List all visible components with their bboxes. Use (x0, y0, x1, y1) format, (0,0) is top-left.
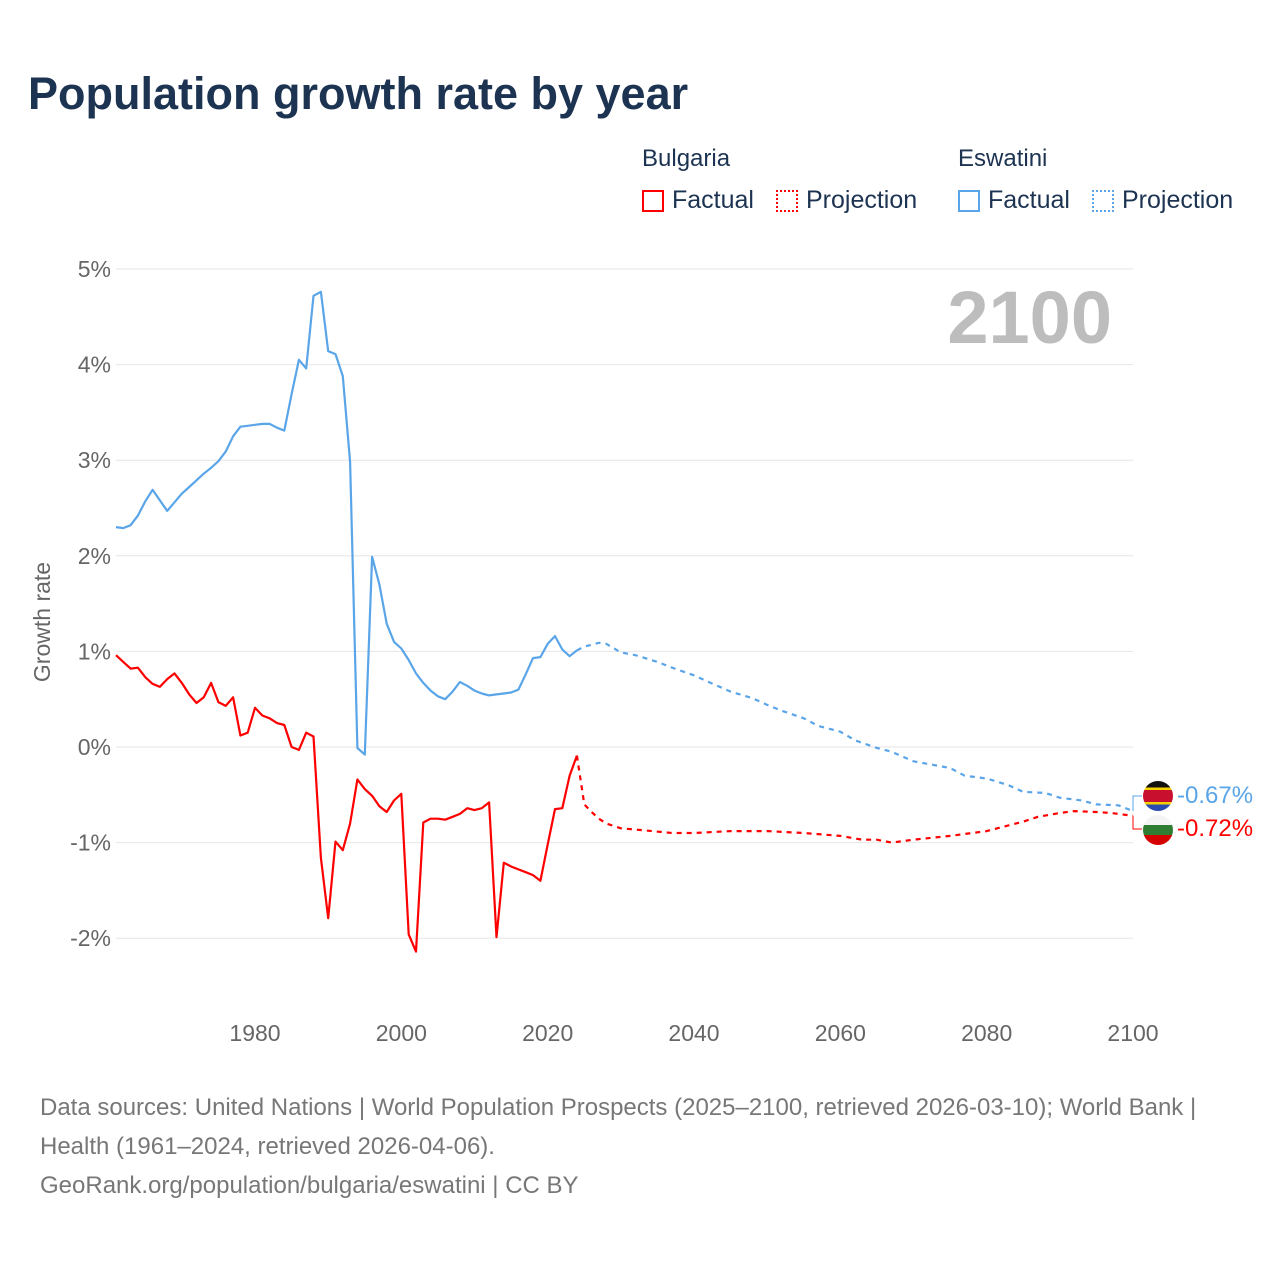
series-line-bulgaria-projection (575, 755, 1134, 844)
x-tick-label: 2020 (522, 1020, 573, 1046)
x-tick-label: 2100 (1107, 1020, 1158, 1046)
chart-title: Population growth rate by year (28, 68, 689, 119)
y-axis-label: Growth rate (29, 562, 55, 682)
y-tick-label: -2% (70, 925, 111, 951)
x-tick-label: 2040 (668, 1020, 719, 1046)
swatch-dotted-icon (776, 189, 798, 212)
legend-eswatini-projection[interactable]: Projection (1092, 186, 1233, 215)
bulgaria-end-value: -0.72% (1177, 815, 1254, 842)
y-tick-label: 4% (78, 352, 111, 378)
y-tick-label: -1% (70, 830, 111, 856)
x-tick-label: 2060 (815, 1020, 866, 1046)
y-tick-label: 1% (78, 638, 111, 664)
legend-bulgaria-factual[interactable]: Factual (642, 186, 754, 215)
bulgaria-label-connector (1132, 815, 1142, 830)
legend-group-bulgaria: Bulgaria (642, 145, 731, 172)
swatch-dotted-icon (1092, 189, 1114, 212)
x-tick-label: 2080 (961, 1020, 1012, 1046)
swatch-solid-icon (642, 189, 664, 212)
y-tick-label: 3% (78, 447, 111, 473)
legend-eswatini-factual[interactable]: Factual (958, 186, 1070, 215)
eswatini-flag-icon (1143, 781, 1173, 811)
swatch-solid-icon (958, 189, 980, 212)
attribution-link[interactable]: GeoRank.org/population/bulgaria/eswatini… (40, 1172, 579, 1199)
x-tick-label: 2000 (376, 1020, 427, 1046)
legend-label: Projection (1122, 186, 1234, 214)
legend-label: Factual (672, 186, 754, 214)
current-year-label: 2100 (947, 276, 1112, 359)
footer: Data sources: United Nations | World Pop… (40, 1088, 1240, 1205)
y-tick-label: 5% (78, 256, 111, 282)
series-line-bulgaria-factual (115, 654, 578, 953)
legend-label: Projection (806, 186, 918, 214)
data-sources: Data sources: United Nations | World Pop… (40, 1094, 1197, 1160)
legend-group-eswatini: Eswatini (958, 145, 1048, 172)
series-line-eswatini-projection (576, 641, 1134, 813)
x-tick-label: 1980 (229, 1020, 280, 1046)
legend-bulgaria-projection[interactable]: Projection (776, 186, 917, 215)
y-tick-label: 0% (78, 734, 111, 760)
bulgaria-flag-icon (1143, 815, 1173, 845)
eswatini-end-value: -0.67% (1177, 782, 1254, 809)
y-tick-label: 2% (78, 543, 111, 569)
legend-label: Factual (988, 186, 1070, 214)
series-line-eswatini-factual (115, 290, 578, 756)
eswatini-label-connector (1132, 795, 1142, 812)
